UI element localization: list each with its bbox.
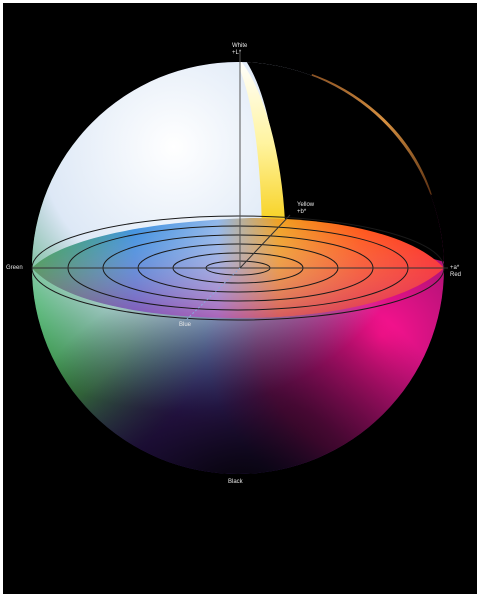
label-yellow: Yellow +b* bbox=[297, 202, 315, 215]
label-red: +a* Red bbox=[450, 265, 462, 278]
blue-axis bbox=[185, 267, 241, 321]
axes bbox=[32, 52, 448, 321]
yellow-wall bbox=[240, 62, 285, 244]
label-white: White +L* bbox=[232, 43, 248, 56]
label-blue: Blue bbox=[179, 322, 192, 328]
label-green: Green bbox=[6, 265, 23, 271]
b-axis bbox=[239, 214, 291, 269]
label-black: Black bbox=[228, 479, 243, 485]
